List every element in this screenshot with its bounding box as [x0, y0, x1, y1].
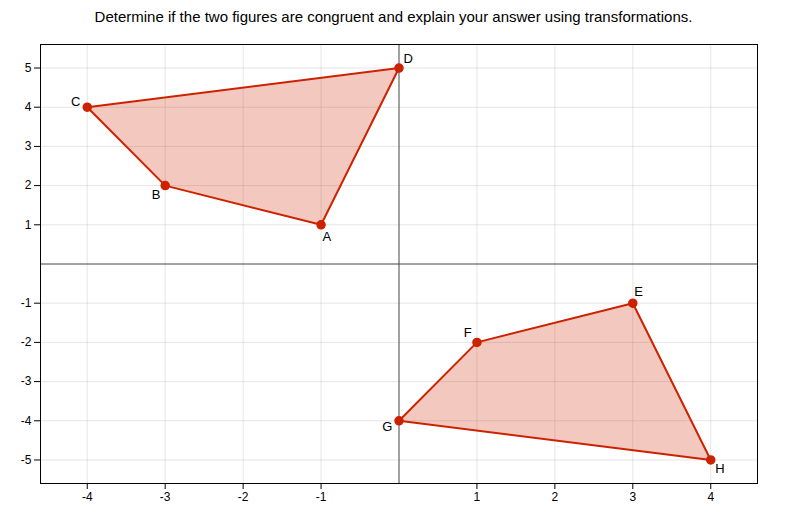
svg-text:-1: -1	[21, 296, 32, 310]
svg-text:-3: -3	[21, 374, 32, 388]
svg-text:-4: -4	[21, 414, 32, 428]
svg-text:-1: -1	[316, 490, 327, 504]
svg-text:2: 2	[552, 490, 559, 504]
html-text:Determine if the two figures a: Determine if the two figures are congrue…	[94, 8, 693, 25]
svg-text:3: 3	[629, 490, 636, 504]
svg-text:E: E	[634, 284, 643, 299]
svg-text:-2: -2	[238, 490, 249, 504]
svg-text:4: 4	[707, 490, 714, 504]
svg-text:-4: -4	[82, 490, 93, 504]
svg-text:4: 4	[25, 100, 32, 114]
svg-text:A: A	[323, 229, 332, 244]
svg-text:B: B	[152, 187, 161, 202]
svg-text:D: D	[403, 51, 412, 66]
svg-text:-5: -5	[21, 453, 32, 467]
svg-text:2: 2	[25, 178, 32, 192]
svg-text:C: C	[71, 94, 80, 109]
svg-text:G: G	[382, 419, 392, 434]
svg-text:F: F	[464, 325, 472, 340]
svg-text:1: 1	[474, 490, 481, 504]
svg-text:5: 5	[25, 61, 32, 75]
svg-text:1: 1	[25, 218, 32, 232]
svg-text:H: H	[715, 461, 724, 476]
svg-text:3: 3	[25, 139, 32, 153]
svg-text:-2: -2	[21, 335, 32, 349]
svg-text:-3: -3	[160, 490, 171, 504]
